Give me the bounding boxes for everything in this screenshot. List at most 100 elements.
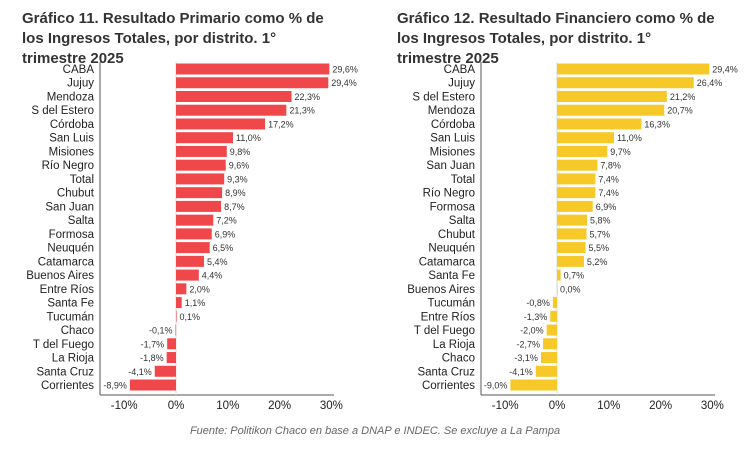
bar xyxy=(557,200,593,212)
x-tick-label: 20% xyxy=(649,400,672,412)
bar xyxy=(176,283,187,295)
data-label: -3,1% xyxy=(514,353,538,363)
bar xyxy=(557,242,586,254)
category-label: Entre Ríos xyxy=(421,311,476,323)
data-label: -9,0% xyxy=(484,381,508,391)
category-label: Jujuy xyxy=(67,78,94,90)
data-label: -2,7% xyxy=(516,339,540,349)
bar xyxy=(176,214,214,226)
data-label: 6,9% xyxy=(215,229,236,239)
bar xyxy=(176,310,177,322)
bar xyxy=(176,104,287,116)
data-label: 6,5% xyxy=(213,243,234,253)
category-label: Catamarca xyxy=(419,256,476,268)
bar xyxy=(557,228,587,240)
data-label: 0,7% xyxy=(564,271,585,281)
chart-12-title: Gráfico 12. Resultado Financiero como % … xyxy=(397,10,715,67)
bar xyxy=(176,118,266,130)
data-label: 7,2% xyxy=(216,216,237,226)
data-label: 0,0% xyxy=(560,284,581,294)
data-label: 16,3% xyxy=(644,119,670,129)
category-label: San Luis xyxy=(49,133,94,145)
data-label: -8,9% xyxy=(103,381,127,391)
data-label: 9,8% xyxy=(230,147,251,157)
bar xyxy=(557,173,596,185)
x-tick-label: -10% xyxy=(111,400,138,412)
category-label: San Juan xyxy=(45,201,94,213)
bar xyxy=(154,365,176,377)
category-label: Salta xyxy=(449,215,476,227)
category-label: San Juan xyxy=(426,160,475,172)
category-label: La Rioja xyxy=(52,353,95,365)
category-label: Chubut xyxy=(438,229,476,241)
bar xyxy=(176,297,182,309)
bar xyxy=(510,379,557,391)
bar xyxy=(543,338,557,350)
category-label: San Luis xyxy=(430,133,475,145)
data-label: 26,4% xyxy=(697,78,723,88)
data-label: 9,3% xyxy=(227,174,248,184)
category-label: Neuquén xyxy=(428,243,475,255)
bar xyxy=(557,145,608,157)
data-label: -1,7% xyxy=(141,339,165,349)
data-label: 11,0% xyxy=(617,133,642,143)
bar xyxy=(176,159,226,171)
category-label: Tucumán xyxy=(427,298,475,310)
category-label: Corrientes xyxy=(422,380,475,392)
bar xyxy=(557,283,558,295)
bar xyxy=(557,214,588,226)
data-label: 1,1% xyxy=(185,298,206,308)
x-tick-label: 10% xyxy=(597,400,620,412)
data-label: 17,2% xyxy=(268,119,294,129)
bar xyxy=(540,352,557,364)
category-label: Tucumán xyxy=(46,311,94,323)
bar xyxy=(167,338,176,350)
bar xyxy=(129,379,176,391)
bar xyxy=(552,297,557,309)
data-label: 2,0% xyxy=(189,284,210,294)
bar xyxy=(176,77,329,89)
bar xyxy=(546,324,557,336)
data-label: 7,4% xyxy=(598,188,619,198)
category-label: Buenos Aires xyxy=(26,270,94,282)
category-label: La Rioja xyxy=(433,339,476,351)
category-label: Córdoba xyxy=(431,119,476,131)
x-tick-label: 0% xyxy=(549,400,566,412)
category-label: S del Estero xyxy=(31,105,94,117)
category-label: Río Negro xyxy=(42,160,94,172)
data-label: 11,0% xyxy=(236,133,261,143)
category-label: Santa Fe xyxy=(428,270,475,282)
chart-11-title: Gráfico 11. Resultado Primario como % de… xyxy=(22,10,324,67)
category-label: Total xyxy=(451,174,475,186)
data-label: -0,8% xyxy=(526,298,550,308)
bar xyxy=(557,187,596,199)
category-label: Río Negro xyxy=(423,188,475,200)
bar xyxy=(557,63,710,75)
category-label: T del Fuego xyxy=(414,325,475,337)
data-label: -1,8% xyxy=(140,353,164,363)
bar xyxy=(550,310,557,322)
data-label: 5,5% xyxy=(588,243,609,253)
bar xyxy=(176,187,223,199)
category-label: Santa Cruz xyxy=(36,366,94,378)
category-label: Formosa xyxy=(49,229,95,241)
category-label: T del Fuego xyxy=(33,339,94,351)
data-label: 29,4% xyxy=(712,65,738,75)
data-label: 5,4% xyxy=(207,257,228,267)
data-label: -0,1% xyxy=(149,326,173,336)
bar xyxy=(176,173,225,185)
x-tick-label: 10% xyxy=(216,400,239,412)
data-label: 5,8% xyxy=(590,216,611,226)
data-label: -4,1% xyxy=(509,367,533,377)
bar xyxy=(176,242,210,254)
data-label: 9,7% xyxy=(610,147,631,157)
category-label: Santa Fe xyxy=(47,298,94,310)
bar xyxy=(535,365,557,377)
category-label: Misiones xyxy=(430,146,476,158)
category-label: Jujuy xyxy=(448,78,475,90)
data-label: -4,1% xyxy=(128,367,152,377)
category-label: S del Estero xyxy=(412,91,475,103)
category-label: Misiones xyxy=(49,146,95,158)
category-label: Chaco xyxy=(61,325,94,337)
